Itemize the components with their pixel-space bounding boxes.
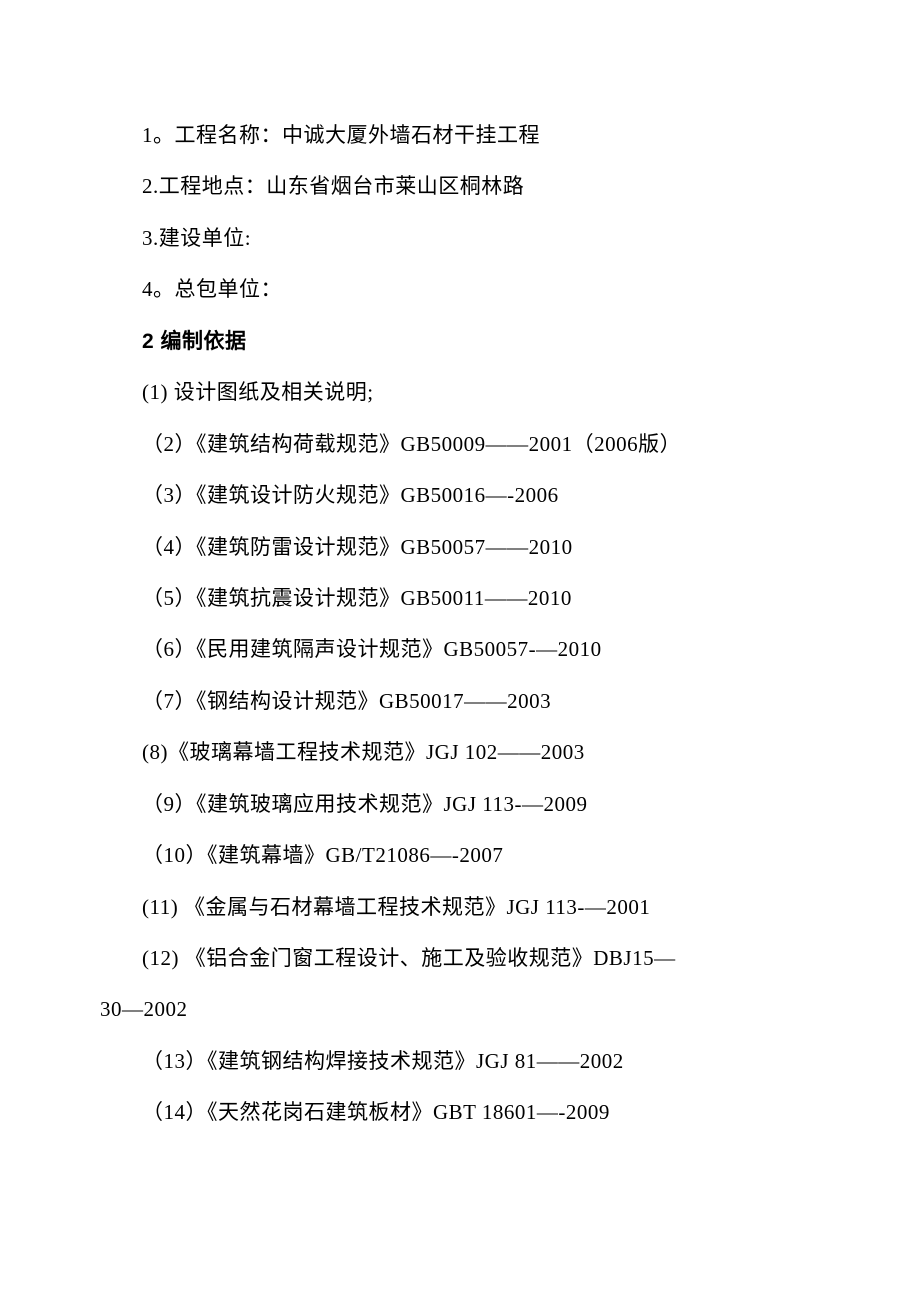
text-line: （10）《建筑幕墙》GB/T21086—-2007: [100, 830, 820, 881]
text-line: (8)《玻璃幕墙工程技术规范》JGJ 102——2003: [100, 727, 820, 778]
text-line: 1。工程名称：中诚大厦外墙石材干挂工程: [100, 110, 820, 161]
section-heading: 2 编制依据: [100, 316, 820, 367]
text-line: 2.工程地点：山东省烟台市莱山区桐林路: [100, 161, 820, 212]
text-line: （9）《建筑玻璃应用技术规范》JGJ 113-—2009: [100, 779, 820, 830]
text-line: （5）《建筑抗震设计规范》GB50011——2010: [100, 573, 820, 624]
text-line: （4）《建筑防雷设计规范》GB50057——2010: [100, 522, 820, 573]
text-line: 4。总包单位：: [100, 264, 820, 315]
text-line: （7）《钢结构设计规范》GB50017——2003: [100, 676, 820, 727]
document-content: 1。工程名称：中诚大厦外墙石材干挂工程 2.工程地点：山东省烟台市莱山区桐林路 …: [100, 110, 820, 1139]
text-line: 3.建设单位:: [100, 213, 820, 264]
text-line: (1) 设计图纸及相关说明;: [100, 367, 820, 418]
text-line: （13）《建筑钢结构焊接技术规范》JGJ 81——2002: [100, 1036, 820, 1087]
text-line: (12) 《铝合金门窗工程设计、施工及验收规范》DBJ15—: [100, 933, 820, 984]
text-line: （14）《天然花岗石建筑板材》GBT 18601—-2009: [100, 1087, 820, 1138]
text-line: （2）《建筑结构荷载规范》GB50009——2001（2006版）: [100, 419, 820, 470]
text-line: （3）《建筑设计防火规范》GB50016—-2006: [100, 470, 820, 521]
text-line: （6）《民用建筑隔声设计规范》GB50057-—2010: [100, 624, 820, 675]
text-line: (11) 《金属与石材幕墙工程技术规范》JGJ 113-—2001: [100, 882, 820, 933]
text-line-continuation: 30—2002: [100, 984, 820, 1035]
